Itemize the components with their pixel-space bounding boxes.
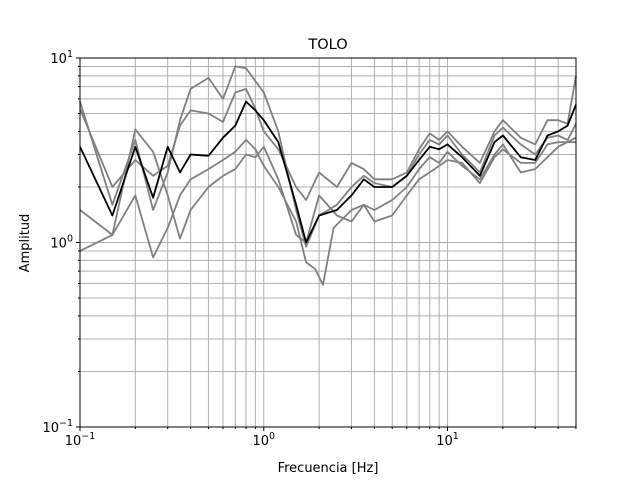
series-line-1 <box>79 65 577 248</box>
series-line-4 <box>79 128 576 244</box>
x-tick-label: 100 <box>252 431 275 449</box>
y-tick-label: 10−1 <box>42 418 73 436</box>
grid <box>79 57 577 428</box>
x-tick-label: 101 <box>436 431 459 449</box>
chart-title: TOLO <box>307 37 347 53</box>
y-tick-label: 100 <box>50 234 73 252</box>
tick-labels: 10−1 100 101 10−1 100 101 <box>42 49 458 449</box>
series-line-3 <box>79 75 577 201</box>
ticks <box>76 57 577 431</box>
y-tick-label: 101 <box>50 49 73 67</box>
y-axis-label: Amplitud <box>18 214 33 273</box>
series-line-mean <box>79 100 577 244</box>
series-line-2 <box>79 136 577 286</box>
plot-lines <box>79 65 577 286</box>
x-axis-label: Frecuencia [Hz] <box>278 461 379 476</box>
x-tick-label: 10−1 <box>65 431 96 449</box>
